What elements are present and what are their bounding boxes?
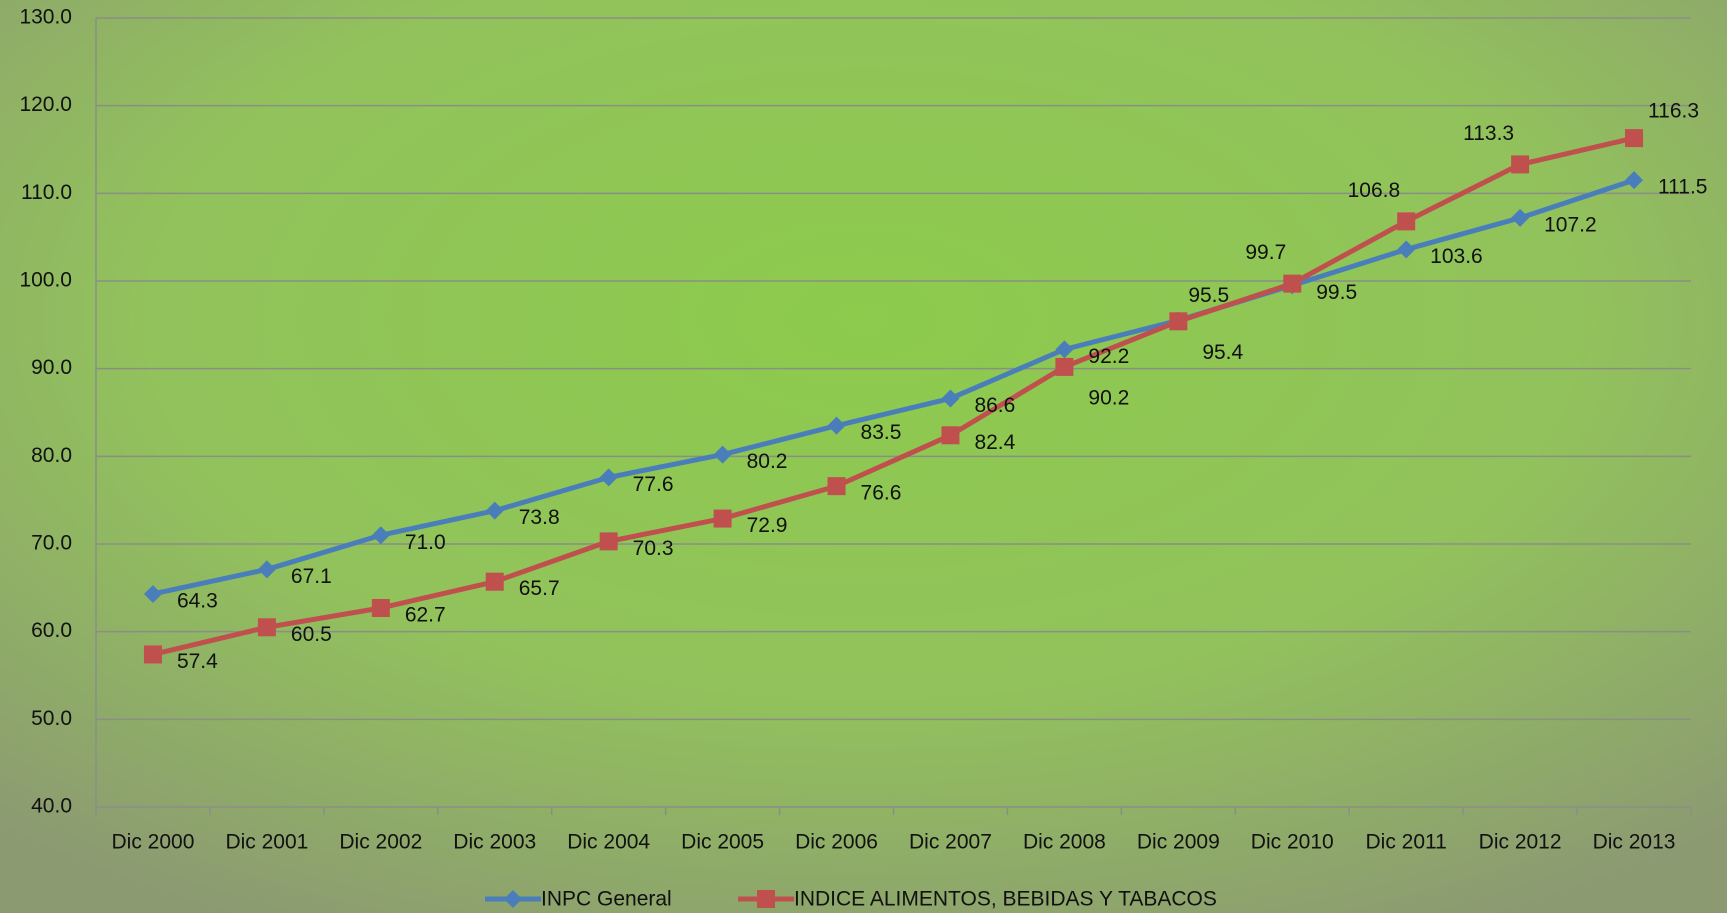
data-label: 62.7: [405, 604, 446, 627]
data-point: [371, 598, 390, 617]
data-point: [1055, 357, 1074, 376]
x-tick-label: Dic 2011: [1366, 831, 1447, 854]
data-point: [1511, 155, 1530, 174]
data-label: 67.1: [291, 565, 332, 588]
x-tick-label: Dic 2006: [795, 831, 878, 854]
data-label: 70.3: [633, 537, 674, 560]
data-label: 106.8: [1348, 179, 1401, 202]
data-point: [257, 560, 276, 579]
data-label: 103.6: [1430, 245, 1483, 268]
y-tick-label: 110.0: [21, 181, 72, 204]
y-tick-label: 100.0: [19, 269, 72, 292]
data-point: [1397, 212, 1416, 231]
data-point: [713, 445, 732, 464]
data-label: 116.3: [1648, 100, 1699, 123]
data-point: [827, 477, 846, 496]
data-point: [1397, 240, 1416, 259]
y-tick-label: 50.0: [31, 707, 72, 730]
data-point: [1283, 274, 1302, 293]
data-label: 92.2: [1088, 345, 1129, 368]
x-tick-label: Dic 2004: [567, 831, 650, 854]
x-tick-label: Dic 2009: [1137, 831, 1220, 854]
data-label: 113.3: [1463, 122, 1514, 145]
data-label: 82.4: [974, 431, 1015, 454]
x-tick-label: Dic 2008: [1023, 831, 1106, 854]
y-tick-label: 60.0: [31, 619, 72, 642]
data-point: [599, 532, 618, 551]
data-point: [485, 501, 504, 520]
data-label: 80.2: [747, 450, 788, 473]
x-tick-label: Dic 2005: [681, 831, 764, 854]
x-tick-label: Dic 2013: [1593, 831, 1676, 854]
data-label: 77.6: [633, 473, 674, 496]
legend-marker: [504, 890, 522, 908]
x-tick-label: Dic 2010: [1251, 831, 1334, 854]
x-tick-label: Dic 2002: [339, 831, 422, 854]
x-tick-label: Dic 2012: [1479, 831, 1562, 854]
data-point: [1625, 171, 1644, 190]
data-point: [1625, 129, 1644, 148]
data-point: [713, 509, 732, 528]
legend-label: INPC General: [541, 888, 672, 911]
data-label: 95.4: [1202, 341, 1243, 364]
data-label: 72.9: [747, 514, 788, 537]
data-point: [257, 618, 276, 637]
data-point: [143, 584, 162, 603]
data-point: [599, 468, 618, 487]
y-tick-label: 80.0: [31, 444, 72, 467]
data-label: 76.6: [861, 482, 902, 505]
data-point: [1511, 208, 1530, 227]
data-point: [1169, 312, 1188, 331]
data-label: 60.5: [291, 623, 332, 646]
data-point: [827, 416, 846, 435]
data-label: 57.4: [177, 650, 218, 673]
y-tick-label: 90.0: [31, 356, 72, 379]
x-tick-label: Dic 2003: [453, 831, 536, 854]
data-label: 86.6: [974, 394, 1015, 417]
data-point: [1055, 340, 1074, 359]
series-line: [152, 135, 1635, 657]
data-label: 83.5: [861, 421, 902, 444]
data-point: [485, 572, 504, 591]
y-tick-label: 120.0: [19, 93, 72, 116]
x-tick-label: Dic 2000: [112, 831, 195, 854]
data-label: 64.3: [177, 590, 218, 613]
data-label: 99.7: [1245, 241, 1286, 264]
data-label: 73.8: [519, 506, 560, 529]
y-tick-label: 70.0: [31, 532, 72, 555]
y-tick-label: 40.0: [31, 795, 72, 818]
legend-label: INDICE ALIMENTOS, BEBIDAS Y TABACOS: [794, 888, 1217, 911]
legend-marker: [757, 890, 775, 908]
data-label: 65.7: [519, 577, 560, 600]
data-point: [143, 645, 162, 664]
data-point: [941, 426, 960, 445]
y-tick-label: 130.0: [19, 6, 72, 29]
data-point: [371, 526, 390, 545]
data-label: 99.5: [1316, 281, 1357, 304]
data-label: 111.5: [1658, 176, 1707, 199]
data-label: 71.0: [405, 531, 446, 554]
data-label: 107.2: [1544, 213, 1597, 236]
series-line: [152, 177, 1635, 597]
data-label: 90.2: [1088, 386, 1129, 409]
data-point: [941, 389, 960, 408]
x-tick-label: Dic 2001: [225, 831, 308, 854]
x-tick-label: Dic 2007: [909, 831, 992, 854]
data-label: 95.5: [1188, 284, 1229, 307]
